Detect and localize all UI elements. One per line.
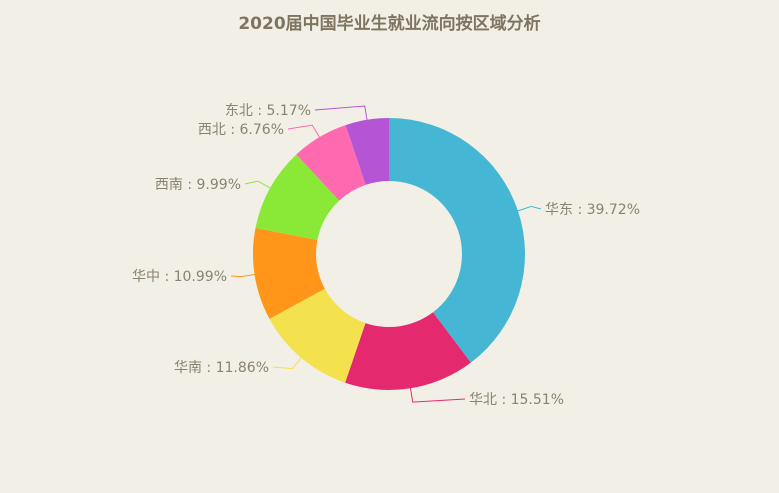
slice-label: 华北 : 15.51% [469, 392, 564, 408]
donut-slice-西北[interactable] [296, 125, 366, 201]
donut-slice-东北[interactable] [345, 118, 389, 185]
slice-label: 华中 : 10.99% [132, 269, 227, 285]
leader-line [409, 386, 466, 403]
donut-slice-西南[interactable] [255, 154, 340, 240]
leader-lines [230, 105, 542, 403]
leader-line [272, 356, 303, 370]
slice-label: 东北 : 5.17% [225, 103, 311, 119]
slice-labels: 华东 : 39.72% 华北 : 15.51% 华南 : 11.86% 华中 : 10… [132, 103, 640, 408]
donut-slices [252, 118, 525, 390]
leader-line [244, 180, 273, 190]
slice-label: 华东 : 39.72% [545, 202, 640, 218]
chart-title: 2020届中国毕业生就业流向按区域分析 [238, 14, 541, 34]
leader-line [230, 273, 257, 278]
slice-label: 西南 : 9.99% [155, 177, 241, 193]
donut-slice-华东[interactable] [389, 118, 525, 363]
slice-label: 华南 : 11.86% [174, 360, 269, 376]
leader-line [287, 124, 321, 140]
donut-slice-华北[interactable] [345, 312, 471, 390]
leader-line [515, 205, 542, 212]
donut-slice-华中[interactable] [252, 227, 325, 319]
slice-label: 西北 : 6.76% [198, 122, 284, 138]
donut-slice-华南[interactable] [269, 288, 366, 383]
leader-line [314, 105, 368, 122]
